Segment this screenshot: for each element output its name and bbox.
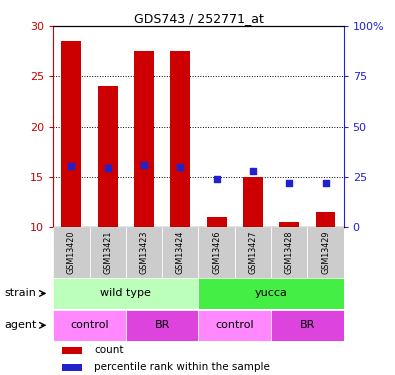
Text: percentile rank within the sample: percentile rank within the sample <box>94 362 270 372</box>
Point <box>105 165 111 171</box>
Bar <box>126 227 162 278</box>
Bar <box>207 217 227 227</box>
Bar <box>271 227 307 278</box>
Bar <box>235 227 271 278</box>
Text: count: count <box>94 345 124 355</box>
Bar <box>126 310 199 340</box>
Bar <box>98 87 118 227</box>
Bar <box>199 310 271 340</box>
Text: yucca: yucca <box>255 288 288 298</box>
Bar <box>271 310 344 340</box>
Point <box>141 162 147 168</box>
Text: BR: BR <box>300 320 315 330</box>
Point <box>286 180 292 186</box>
Text: strain: strain <box>4 288 36 298</box>
Text: GSM13428: GSM13428 <box>285 231 294 274</box>
Text: control: control <box>215 320 254 330</box>
Bar <box>243 177 263 227</box>
Bar <box>62 363 83 371</box>
Bar <box>62 41 81 227</box>
Bar <box>307 227 344 278</box>
Bar <box>134 51 154 227</box>
Point <box>250 168 256 174</box>
Text: agent: agent <box>4 320 36 330</box>
Bar <box>162 227 199 278</box>
Text: GSM13427: GSM13427 <box>248 230 258 274</box>
Point <box>177 164 184 170</box>
Text: BR: BR <box>154 320 170 330</box>
Bar <box>53 278 199 309</box>
Text: GSM13426: GSM13426 <box>212 231 221 274</box>
Point <box>68 163 75 169</box>
Bar <box>90 227 126 278</box>
Title: GDS743 / 252771_at: GDS743 / 252771_at <box>134 12 263 25</box>
Text: GSM13420: GSM13420 <box>67 231 76 274</box>
Bar <box>53 310 126 340</box>
Bar <box>279 222 299 227</box>
Bar <box>170 51 190 227</box>
Point <box>322 180 329 186</box>
Bar <box>199 227 235 278</box>
Bar <box>316 212 335 227</box>
Text: wild type: wild type <box>100 288 151 298</box>
Text: GSM13424: GSM13424 <box>176 231 185 274</box>
Bar <box>199 278 344 309</box>
Bar <box>53 227 90 278</box>
Text: GSM13421: GSM13421 <box>103 231 112 274</box>
Bar <box>62 346 83 354</box>
Text: GSM13423: GSM13423 <box>139 231 149 274</box>
Text: control: control <box>70 320 109 330</box>
Point <box>213 176 220 182</box>
Text: GSM13429: GSM13429 <box>321 230 330 274</box>
